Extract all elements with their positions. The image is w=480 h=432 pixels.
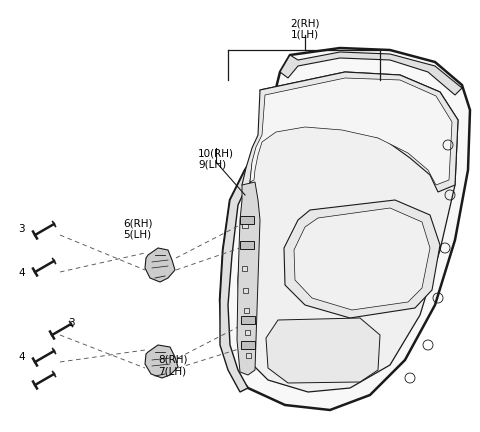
Text: 4: 4 xyxy=(18,352,24,362)
FancyBboxPatch shape xyxy=(245,330,250,335)
Text: 2(RH)
1(LH): 2(RH) 1(LH) xyxy=(290,18,320,40)
Text: 8(RH)
7(LH): 8(RH) 7(LH) xyxy=(158,355,188,377)
Polygon shape xyxy=(238,72,458,392)
Text: 4: 4 xyxy=(18,268,24,278)
FancyBboxPatch shape xyxy=(242,222,248,228)
Polygon shape xyxy=(266,318,380,383)
FancyBboxPatch shape xyxy=(243,288,248,293)
Polygon shape xyxy=(250,78,452,185)
Polygon shape xyxy=(280,52,462,95)
Polygon shape xyxy=(145,248,175,282)
Bar xyxy=(241,316,255,324)
FancyBboxPatch shape xyxy=(242,243,247,248)
Polygon shape xyxy=(294,208,430,310)
Polygon shape xyxy=(220,170,252,392)
Text: 6(RH)
5(LH): 6(RH) 5(LH) xyxy=(123,218,153,240)
Text: 3: 3 xyxy=(18,224,24,234)
Polygon shape xyxy=(145,345,178,378)
Polygon shape xyxy=(220,48,470,410)
Polygon shape xyxy=(242,72,458,192)
Bar xyxy=(240,216,254,224)
Polygon shape xyxy=(237,182,260,375)
FancyBboxPatch shape xyxy=(246,353,251,358)
Text: 3: 3 xyxy=(68,318,74,328)
Polygon shape xyxy=(284,200,440,318)
Text: 10(RH)
9(LH): 10(RH) 9(LH) xyxy=(198,148,234,170)
FancyBboxPatch shape xyxy=(242,266,247,271)
Bar xyxy=(240,241,254,249)
Bar xyxy=(241,341,255,349)
FancyBboxPatch shape xyxy=(244,308,249,313)
